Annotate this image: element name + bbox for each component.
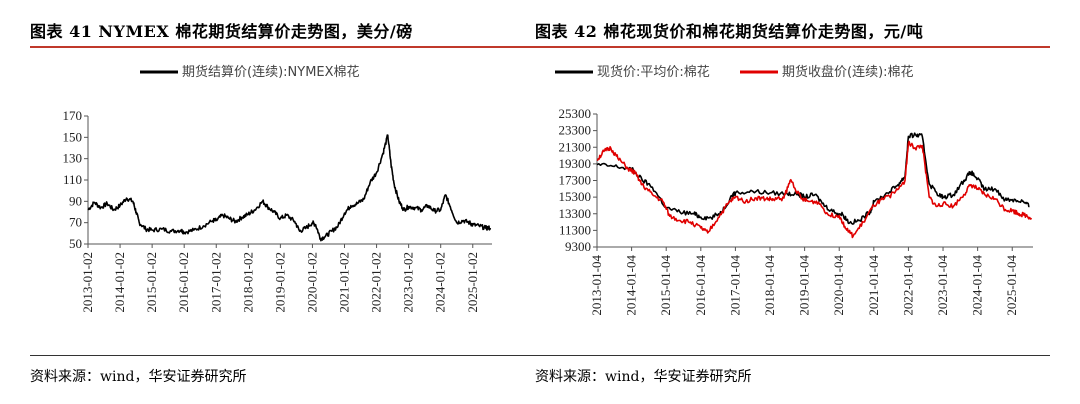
- x-tick-label: 2019-01-02: [272, 252, 287, 313]
- y-tick-label: 130: [63, 151, 83, 166]
- y-tick-label: 25300: [559, 106, 592, 121]
- legend-label: 现货价:平均价:棉花: [597, 64, 710, 80]
- chart-panel-right: 图表 42 棉花现货价和棉花期货结算价走势图，元/吨 现货价:平均价:棉花 期货收…: [535, 0, 1055, 404]
- chart-panel-left: 图表 41 NYMEX 棉花期货结算价走势图，美分/磅 期货结算价(连续):NY…: [30, 0, 550, 404]
- y-tick-label: 23300: [559, 123, 592, 138]
- x-tick-label: 2015-01-02: [144, 252, 159, 313]
- y-tick-label: 9300: [565, 239, 591, 254]
- series-line: [87, 134, 492, 242]
- y-tick-label: 13300: [559, 206, 592, 221]
- y-tick-label: 70: [69, 215, 82, 230]
- x-tick-label: 2013-01-04: [589, 255, 604, 316]
- title-divider: [535, 46, 1050, 48]
- y-tick-label: 150: [63, 129, 83, 144]
- y-tick-label: 15300: [559, 189, 592, 204]
- y-tick-label: 90: [69, 193, 82, 208]
- x-tick-label: 2018-01-02: [240, 252, 255, 313]
- x-tick-label: 2018-01-04: [762, 255, 777, 316]
- x-tick-label: 2024-01-04: [970, 255, 985, 316]
- x-tick-label: 2025-01-04: [1004, 255, 1019, 316]
- source-divider: [535, 355, 1050, 356]
- x-tick-label: 2016-01-02: [176, 252, 191, 313]
- y-tick-label: 19300: [559, 156, 592, 171]
- y-tick-label: 110: [63, 172, 82, 187]
- series-line: [596, 140, 1033, 239]
- chart-title: 图表 42 棉花现货价和棉花期货结算价走势图，元/吨: [535, 22, 924, 41]
- x-tick-label: 2020-01-02: [304, 252, 319, 313]
- legend-label: 期货结算价(连续):NYMEX棉花: [182, 64, 360, 80]
- y-tick-label: 50: [69, 236, 82, 251]
- series-line: [596, 132, 1030, 225]
- source-note: 资料来源：wind，华安证券研究所: [535, 369, 752, 385]
- legend-label: 期货收盘价(连续):棉花: [782, 64, 914, 80]
- x-tick-label: 2020-01-04: [831, 255, 846, 316]
- y-tick-label: 17300: [559, 173, 592, 188]
- y-tick-label: 11300: [559, 222, 591, 237]
- x-tick-label: 2017-01-04: [727, 255, 742, 316]
- chart-title: 图表 41 NYMEX 棉花期货结算价走势图，美分/磅: [30, 22, 413, 41]
- source-divider: [30, 355, 545, 356]
- legend: 现货价:平均价:棉花 期货收盘价(连续):棉花: [555, 64, 914, 80]
- legend: 期货结算价(连续):NYMEX棉花: [140, 64, 360, 80]
- y-tick-label: 21300: [559, 139, 592, 154]
- x-tick-label: 2014-01-04: [624, 255, 639, 316]
- x-tick-label: 2016-01-04: [693, 255, 708, 316]
- x-tick-label: 2022-01-02: [369, 252, 384, 313]
- x-tick-label: 2023-01-04: [935, 255, 950, 316]
- y-tick-label: 170: [63, 108, 83, 123]
- x-tick-label: 2023-01-02: [401, 252, 416, 313]
- x-tick-label: 2015-01-04: [658, 255, 673, 316]
- x-tick-label: 2014-01-02: [112, 252, 127, 313]
- chart-nymex-cotton: 期货结算价(连续):NYMEX棉花 170 150 130 110 90 70 502013-…: [63, 64, 492, 313]
- x-tick-label: 2017-01-02: [208, 252, 223, 313]
- x-tick-label: 2019-01-04: [797, 255, 812, 316]
- source-note: 资料来源：wind，华安证券研究所: [30, 369, 247, 385]
- x-tick-label: 2021-01-04: [866, 255, 881, 316]
- x-tick-label: 2024-01-02: [433, 252, 448, 313]
- title-divider: [30, 46, 545, 48]
- x-tick-label: 2013-01-02: [80, 252, 95, 313]
- x-tick-label: 2022-01-04: [900, 255, 915, 316]
- x-tick-label: 2025-01-02: [465, 252, 480, 313]
- x-tick-label: 2021-01-02: [337, 252, 352, 313]
